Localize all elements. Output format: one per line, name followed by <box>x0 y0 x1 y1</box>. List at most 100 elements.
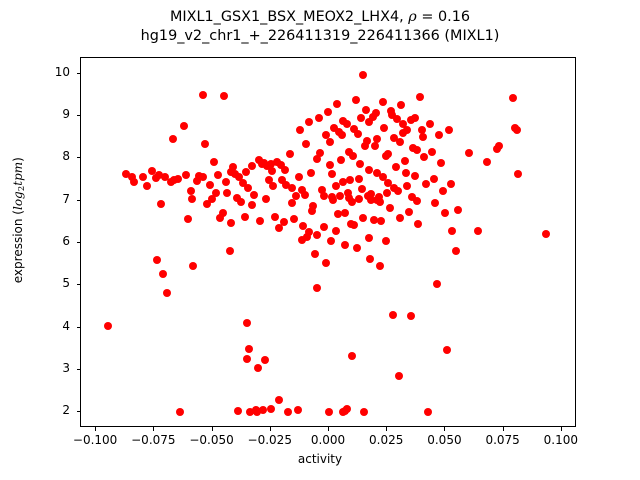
scatter-point <box>340 406 349 415</box>
scatter-point <box>276 161 285 170</box>
scatter-point <box>429 175 438 184</box>
x-tick-mark <box>328 427 329 431</box>
scatter-point <box>233 194 242 203</box>
y-tick-label: 2 <box>62 403 70 418</box>
scatter-point <box>219 209 228 218</box>
scatter-point <box>179 121 188 130</box>
x-tick-mark <box>560 427 562 431</box>
scatter-point <box>327 170 336 179</box>
scatter-point <box>340 208 349 217</box>
scatter-point <box>206 181 215 190</box>
x-tick-mark <box>386 427 388 431</box>
scatter-point <box>208 195 217 204</box>
y-tick-mark <box>76 411 80 413</box>
scatter-point <box>287 183 296 192</box>
scatter-point <box>227 218 236 227</box>
scatter-point <box>181 171 190 180</box>
scatter-point <box>440 208 449 217</box>
scatter-point <box>378 173 387 182</box>
scatter-point <box>427 147 436 156</box>
scatter-point <box>403 182 412 191</box>
y-tick-label: 4 <box>62 318 70 333</box>
y-tick-mark <box>76 72 80 74</box>
scatter-point <box>255 216 264 225</box>
scatter-point <box>355 174 364 183</box>
scatter-point <box>258 406 267 415</box>
scatter-point <box>336 191 345 200</box>
x-tick-mark <box>153 427 155 431</box>
scatter-point <box>338 117 347 126</box>
x-tick-mark <box>211 427 213 431</box>
scatter-point <box>354 129 363 138</box>
scatter-point <box>330 123 339 132</box>
scatter-point <box>325 138 334 147</box>
scatter-point <box>139 172 148 181</box>
scatter-point <box>342 120 351 129</box>
scatter-point <box>286 150 295 159</box>
scatter-point <box>265 175 274 184</box>
scatter-point <box>287 198 296 207</box>
scatter-point <box>306 169 315 178</box>
scatter-point <box>293 406 302 415</box>
scatter-point <box>395 213 404 222</box>
x-tick-label: −0.100 <box>72 433 118 447</box>
scatter-point <box>322 131 331 140</box>
scatter-point <box>423 408 432 417</box>
scatter-point <box>338 178 347 187</box>
scatter-point <box>348 197 357 206</box>
scatter-point <box>227 167 236 176</box>
scatter-point <box>303 233 312 242</box>
x-tick-label: −0.050 <box>189 433 234 447</box>
chart-subtitle: hg19_v2_chr1_+_226411319_226411366 (MIXL… <box>140 28 500 44</box>
scatter-point <box>371 141 380 150</box>
scatter-point <box>454 205 463 214</box>
scatter-point <box>375 197 384 206</box>
scatter-point <box>195 171 204 180</box>
scatter-point <box>444 126 453 135</box>
scatter-point <box>331 227 340 236</box>
scatter-point <box>298 235 307 244</box>
scatter-point <box>410 172 419 181</box>
x-axis-label: activity <box>297 452 343 466</box>
scatter-point <box>321 259 330 268</box>
scatter-point <box>346 175 355 184</box>
chart-title-rho-symbol: ρ <box>408 9 417 25</box>
scatter-point <box>212 189 221 198</box>
scatter-point <box>396 138 405 147</box>
scatter-point <box>372 135 381 144</box>
scatter-point <box>299 222 308 231</box>
scatter-point <box>382 236 391 245</box>
scatter-point <box>235 172 244 181</box>
scatter-point <box>301 139 310 148</box>
scatter-point <box>261 356 270 365</box>
y-tick-mark <box>76 242 80 243</box>
scatter-point <box>333 100 342 109</box>
scatter-point <box>168 134 177 143</box>
scatter-point <box>363 136 372 145</box>
scatter-point <box>199 91 208 100</box>
scatter-point <box>238 179 247 188</box>
scatter-point <box>331 181 340 190</box>
scatter-point <box>398 119 407 128</box>
scatter-point <box>278 176 287 185</box>
scatter-point <box>199 173 208 182</box>
scatter-point <box>358 213 367 222</box>
scatter-point <box>508 93 517 102</box>
scatter-point <box>474 227 483 236</box>
scatter-point <box>514 169 523 178</box>
scatter-point <box>310 250 319 259</box>
scatter-point <box>370 215 379 224</box>
scatter-point <box>403 125 411 134</box>
scatter-point <box>270 213 279 222</box>
scatter-point <box>376 262 385 271</box>
scatter-point <box>160 173 169 182</box>
scatter-point <box>327 236 336 245</box>
scatter-point <box>248 161 257 170</box>
scatter-point <box>255 156 264 165</box>
chart-title-line1: MIXL1_GSX1_BSX_MEOX2_LHX4, ρ = 0.16 <box>0 8 640 27</box>
y-tick-mark <box>76 157 80 159</box>
y-axis-label: expression (log2tpm) <box>11 80 27 360</box>
x-tick-mark <box>95 427 97 431</box>
scatter-point <box>343 189 352 198</box>
scatter-point <box>162 288 171 297</box>
